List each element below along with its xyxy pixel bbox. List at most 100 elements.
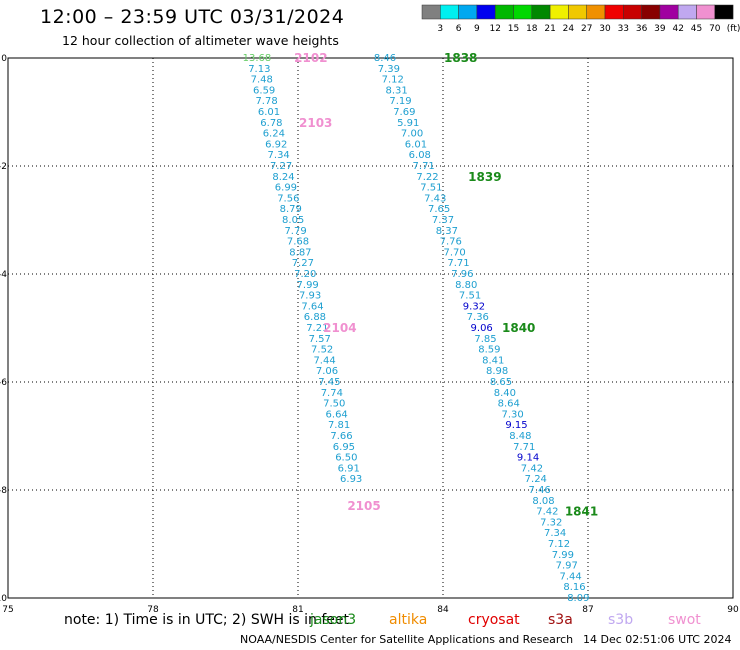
pass-time-label: 2105 <box>347 499 380 513</box>
colorbar-swatch <box>549 4 569 20</box>
swh-value-label: 9.15 <box>505 420 527 431</box>
colorbar-swatch <box>659 4 679 20</box>
mission-label-swot: swot <box>668 612 701 628</box>
swh-value-label: 7.42 <box>536 507 558 518</box>
colorbar-swatch <box>421 4 441 20</box>
wave-height-marks: 13.687.137.486.597.786.016.786.246.927.3… <box>243 51 599 604</box>
swh-value-label: 7.68 <box>287 237 309 248</box>
wave-height-colorbar: 3 6 9 12 15 18 21 24 27 30 33 36 39 42 45 70 (ft) <box>421 4 740 34</box>
swh-value-label: 7.70 <box>443 247 465 258</box>
swh-value-label: 7.34 <box>544 528 566 539</box>
swh-value-label: 7.66 <box>330 431 352 442</box>
colorbar-label: 70 <box>709 24 721 34</box>
swh-value-label: 7.30 <box>501 409 523 420</box>
swh-value-label: 8.08 <box>532 496 554 507</box>
x-tick-label: 87 <box>582 605 593 615</box>
swh-value-label: 9.14 <box>517 453 539 464</box>
pass-time-label: 1838 <box>444 51 477 65</box>
swh-value-label: 7.12 <box>382 75 404 86</box>
swh-value-label: 7.71 <box>413 161 435 172</box>
swh-value-label: 7.46 <box>529 485 551 496</box>
swh-value-label: 6.88 <box>304 312 326 323</box>
swh-value-label: 8.80 <box>455 280 477 291</box>
colorbar-label: 9 <box>474 24 480 34</box>
swh-value-label: 7.81 <box>328 420 350 431</box>
chart-title: 12:00 – 23:59 UTC 03/31/2024 <box>40 6 345 28</box>
swh-value-label: 6.91 <box>338 463 360 474</box>
footnote: note: 1) Time is in UTC; 2) SWH is in fe… <box>64 612 350 628</box>
x-tick-label: 81 <box>292 605 303 615</box>
swh-value-label: 13.68 <box>243 53 272 64</box>
colorbar-label: 39 <box>654 24 666 34</box>
colorbar-swatch <box>458 4 478 20</box>
mission-label-s3b: s3b <box>608 612 634 628</box>
colorbar-swatch <box>476 4 496 20</box>
swh-value-label: 7.79 <box>284 226 306 237</box>
swh-value-label: 7.13 <box>248 64 270 75</box>
swh-value-label: 7.37 <box>432 215 454 226</box>
y-tick-label: -8 <box>0 486 7 496</box>
swh-value-label: 8.98 <box>486 366 508 377</box>
swh-value-label: 7.34 <box>268 150 290 161</box>
swh-value-label: 8.05 <box>282 215 304 226</box>
colorbar-label: 21 <box>544 24 555 34</box>
credit-line: NOAA/NESDIS Center for Satellite Applica… <box>240 633 574 646</box>
colorbar-label: 15 <box>508 24 519 34</box>
colorbar-swatch <box>641 4 661 20</box>
series-jason3: 8.467.397.128.317.197.695.917.006.016.08… <box>374 51 598 604</box>
swh-value-label: 7.52 <box>311 345 333 356</box>
swh-value-label: 6.24 <box>263 129 285 140</box>
swh-value-label: 7.48 <box>251 75 273 86</box>
pass-time-label: 2104 <box>323 321 356 335</box>
swh-value-label: 7.65 <box>428 204 450 215</box>
swh-value-label: 7.21 <box>306 323 328 334</box>
colorbar-swatch <box>513 4 533 20</box>
colorbar-swatch <box>696 4 716 20</box>
swh-value-label: 8.16 <box>563 582 585 593</box>
swh-value-label: 7.27 <box>270 161 292 172</box>
colorbar-label: 3 <box>437 24 443 34</box>
swh-value-label: 7.93 <box>299 291 321 302</box>
colorbar-label: 30 <box>599 24 611 34</box>
x-tick-label: 84 <box>437 605 449 615</box>
swh-value-label: 7.97 <box>556 561 578 572</box>
colorbar-label: 45 <box>691 24 702 34</box>
swh-value-label: 8.37 <box>436 226 458 237</box>
swh-value-label: 7.19 <box>389 96 411 107</box>
swh-value-label: 8.48 <box>509 431 531 442</box>
swh-value-label: 8.41 <box>482 355 504 366</box>
colorbar-label: 36 <box>636 24 648 34</box>
swh-value-label: 7.39 <box>378 64 400 75</box>
pass-time-label: 1841 <box>565 505 598 519</box>
swh-value-label: 6.59 <box>253 85 275 96</box>
swh-value-label: 7.51 <box>459 291 481 302</box>
y-tick-label: -2 <box>0 162 7 172</box>
swh-value-label: 7.51 <box>420 183 442 194</box>
x-tick-label: 75 <box>2 605 13 615</box>
swh-value-label: 7.85 <box>474 334 496 345</box>
colorbar-swatch <box>568 4 587 20</box>
mission-label-s3a: s3a <box>548 612 573 628</box>
colorbar-label: 12 <box>489 24 500 34</box>
colorbar-label: 6 <box>456 24 462 34</box>
swh-value-label: 7.27 <box>292 258 314 269</box>
swh-value-label: 7.42 <box>521 463 543 474</box>
colorbar-swatch <box>531 4 551 20</box>
swh-value-label: 8.87 <box>289 247 311 258</box>
colorbar-label: 27 <box>581 24 592 34</box>
swh-value-label: 8.65 <box>490 377 512 388</box>
colorbar-label: 18 <box>526 24 538 34</box>
swh-value-label: 7.06 <box>316 366 338 377</box>
colorbar-swatch <box>440 4 459 20</box>
swh-value-label: 6.08 <box>409 150 431 161</box>
colorbar-swatch <box>677 4 697 20</box>
swh-value-label: 7.22 <box>416 172 438 183</box>
pass-time-label: 2102 <box>294 51 327 65</box>
swh-value-label: 7.64 <box>301 301 323 312</box>
swh-value-label: 7.36 <box>467 312 489 323</box>
pass-time-label: 2103 <box>299 116 332 130</box>
swh-value-label: 7.71 <box>447 258 469 269</box>
swh-value-label: 8.46 <box>374 53 396 64</box>
generated-timestamp: 14 Dec 02:51:06 UTC 2024 <box>583 633 732 646</box>
